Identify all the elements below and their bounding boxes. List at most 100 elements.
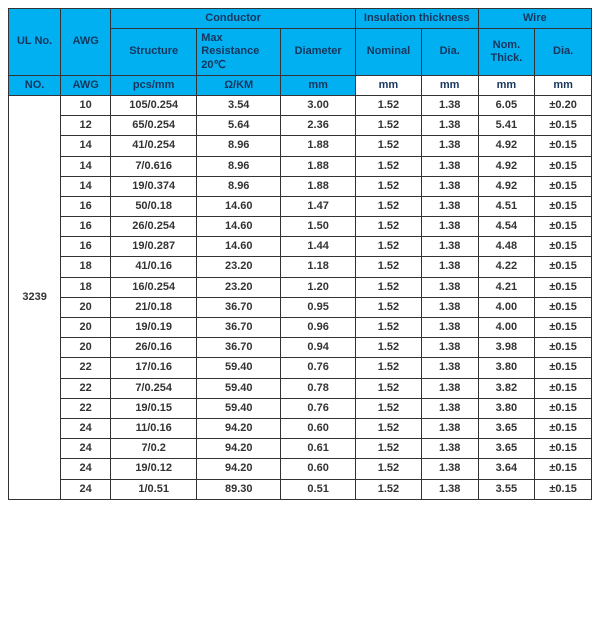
table-row: 323910105/0.2543.543.001.521.386.05±0.20 — [9, 95, 592, 115]
structure-cell: 7/0.2 — [111, 439, 197, 459]
resistance-cell: 14.60 — [197, 237, 281, 257]
dia2-cell: ±0.15 — [535, 237, 592, 257]
dia-cell: 1.38 — [421, 479, 478, 499]
dia-cell: 1.38 — [421, 378, 478, 398]
table-row: 1419/0.3748.961.881.521.384.92±0.15 — [9, 176, 592, 196]
table-row: 1650/0.1814.601.471.521.384.51±0.15 — [9, 196, 592, 216]
dia2-cell: ±0.15 — [535, 297, 592, 317]
thick-cell: 4.00 — [478, 297, 535, 317]
dia-cell: 1.38 — [421, 116, 478, 136]
hdr-dia2: Dia. — [535, 29, 592, 76]
resistance-cell: 8.96 — [197, 136, 281, 156]
hdr-structure: Structure — [111, 29, 197, 76]
dia2-cell: ±0.15 — [535, 439, 592, 459]
thick-cell: 3.65 — [478, 439, 535, 459]
diameter-cell: 0.61 — [281, 439, 356, 459]
awg-cell: 16 — [61, 196, 111, 216]
nominal-cell: 1.52 — [356, 196, 422, 216]
resistance-cell: 14.60 — [197, 217, 281, 237]
nominal-cell: 1.52 — [356, 116, 422, 136]
hdr-nom-thick: Nom. Thick. — [478, 29, 535, 76]
structure-cell: 41/0.16 — [111, 257, 197, 277]
diameter-cell: 2.36 — [281, 116, 356, 136]
hdr-wire: Wire — [478, 9, 591, 29]
resistance-cell: 59.40 — [197, 378, 281, 398]
diameter-cell: 0.78 — [281, 378, 356, 398]
resistance-cell: 5.64 — [197, 116, 281, 136]
diameter-cell: 1.20 — [281, 277, 356, 297]
nominal-cell: 1.52 — [356, 439, 422, 459]
awg-cell: 20 — [61, 297, 111, 317]
table-row: 227/0.25459.400.781.521.383.82±0.15 — [9, 378, 592, 398]
diameter-cell: 0.95 — [281, 297, 356, 317]
table-row: 1816/0.25423.201.201.521.384.21±0.15 — [9, 277, 592, 297]
awg-cell: 12 — [61, 116, 111, 136]
structure-cell: 1/0.51 — [111, 479, 197, 499]
table-row: 247/0.294.200.611.521.383.65±0.15 — [9, 439, 592, 459]
dia-cell: 1.38 — [421, 439, 478, 459]
awg-cell: 22 — [61, 398, 111, 418]
dia2-cell: ±0.15 — [535, 217, 592, 237]
nominal-cell: 1.52 — [356, 479, 422, 499]
dia-cell: 1.38 — [421, 358, 478, 378]
structure-cell: 19/0.15 — [111, 398, 197, 418]
nominal-cell: 1.52 — [356, 237, 422, 257]
resistance-cell: 23.20 — [197, 277, 281, 297]
thick-cell: 4.54 — [478, 217, 535, 237]
nominal-cell: 1.52 — [356, 418, 422, 438]
hdr-diameter: Diameter — [281, 29, 356, 76]
awg-cell: 20 — [61, 318, 111, 338]
unit-structure: pcs/mm — [111, 75, 197, 95]
dia2-cell: ±0.15 — [535, 257, 592, 277]
resistance-cell: 3.54 — [197, 95, 281, 115]
diameter-cell: 0.76 — [281, 358, 356, 378]
structure-cell: 7/0.254 — [111, 378, 197, 398]
dia-cell: 1.38 — [421, 176, 478, 196]
thick-cell: 4.51 — [478, 196, 535, 216]
table-row: 2019/0.1936.700.961.521.384.00±0.15 — [9, 318, 592, 338]
awg-cell: 24 — [61, 439, 111, 459]
table-row: 1441/0.2548.961.881.521.384.92±0.15 — [9, 136, 592, 156]
structure-cell: 19/0.19 — [111, 318, 197, 338]
dia-cell: 1.38 — [421, 338, 478, 358]
resistance-cell: 8.96 — [197, 156, 281, 176]
table-row: 1619/0.28714.601.441.521.384.48±0.15 — [9, 237, 592, 257]
resistance-cell: 36.70 — [197, 297, 281, 317]
nominal-cell: 1.52 — [356, 358, 422, 378]
nominal-cell: 1.52 — [356, 297, 422, 317]
diameter-cell: 1.47 — [281, 196, 356, 216]
resistance-cell: 36.70 — [197, 318, 281, 338]
structure-cell: 19/0.12 — [111, 459, 197, 479]
dia-cell: 1.38 — [421, 237, 478, 257]
thick-cell: 4.48 — [478, 237, 535, 257]
diameter-cell: 0.51 — [281, 479, 356, 499]
nominal-cell: 1.52 — [356, 176, 422, 196]
unit-awg: AWG — [61, 75, 111, 95]
dia-cell: 1.38 — [421, 95, 478, 115]
diameter-cell: 1.44 — [281, 237, 356, 257]
resistance-cell: 8.96 — [197, 176, 281, 196]
awg-cell: 18 — [61, 257, 111, 277]
awg-cell: 14 — [61, 176, 111, 196]
table-row: 2419/0.1294.200.601.521.383.64±0.15 — [9, 459, 592, 479]
unit-resistance: Ω/KM — [197, 75, 281, 95]
awg-cell: 14 — [61, 156, 111, 176]
dia-cell: 1.38 — [421, 136, 478, 156]
structure-cell: 50/0.18 — [111, 196, 197, 216]
awg-cell: 24 — [61, 418, 111, 438]
awg-cell: 10 — [61, 95, 111, 115]
awg-cell: 24 — [61, 479, 111, 499]
resistance-cell: 23.20 — [197, 257, 281, 277]
nominal-cell: 1.52 — [356, 136, 422, 156]
structure-cell: 11/0.16 — [111, 418, 197, 438]
diameter-cell: 0.94 — [281, 338, 356, 358]
awg-cell: 16 — [61, 237, 111, 257]
diameter-cell: 3.00 — [281, 95, 356, 115]
hdr-insulation: Insulation thickness — [356, 9, 478, 29]
awg-cell: 18 — [61, 277, 111, 297]
dia2-cell: ±0.15 — [535, 156, 592, 176]
thick-cell: 4.92 — [478, 176, 535, 196]
dia-cell: 1.38 — [421, 156, 478, 176]
unit-nominal: mm — [356, 75, 422, 95]
nominal-cell: 1.52 — [356, 95, 422, 115]
